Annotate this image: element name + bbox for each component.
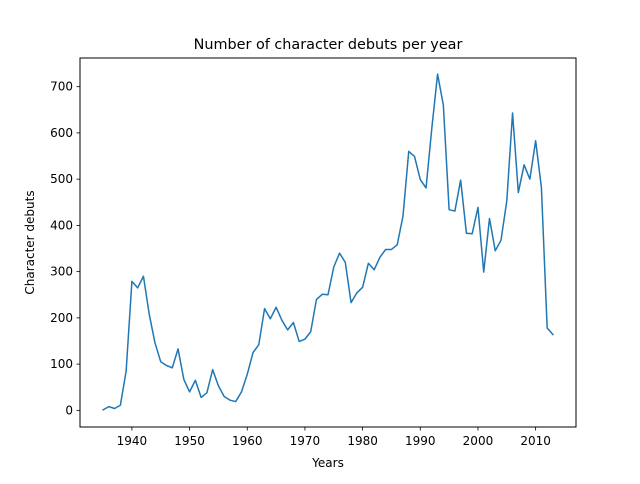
x-tick-label: 1980 (347, 434, 378, 448)
y-axis-label: Character debuts (23, 190, 37, 294)
x-tick-label: 1940 (117, 434, 148, 448)
y-tick-label: 100 (50, 357, 73, 371)
x-tick-label: 1990 (405, 434, 436, 448)
x-tick-label: 2010 (520, 434, 551, 448)
x-tick-label: 2000 (463, 434, 494, 448)
series-line (102, 73, 554, 411)
y-tick-label: 200 (50, 311, 73, 325)
x-tick-label: 1970 (290, 434, 321, 448)
plot-area-frame (79, 57, 577, 428)
chart-title: Number of character debuts per year (194, 37, 463, 53)
x-tick-label: 1960 (232, 434, 263, 448)
x-axis-label: Years (311, 456, 344, 470)
y-axis-ticks: 0 100 200 300 400 500 600 700 (50, 80, 80, 417)
y-tick-label: 600 (50, 126, 73, 140)
series-group (102, 73, 554, 411)
y-tick-label: 300 (50, 265, 73, 279)
y-tick-label: 700 (50, 80, 73, 94)
y-tick-label: 500 (50, 172, 73, 186)
x-tick-label: 1950 (174, 434, 205, 448)
x-axis-ticks: 1940 1950 1960 1970 1980 1990 2000 2010 (117, 427, 551, 448)
y-tick-label: 0 (65, 403, 73, 417)
y-tick-label: 400 (50, 218, 73, 232)
